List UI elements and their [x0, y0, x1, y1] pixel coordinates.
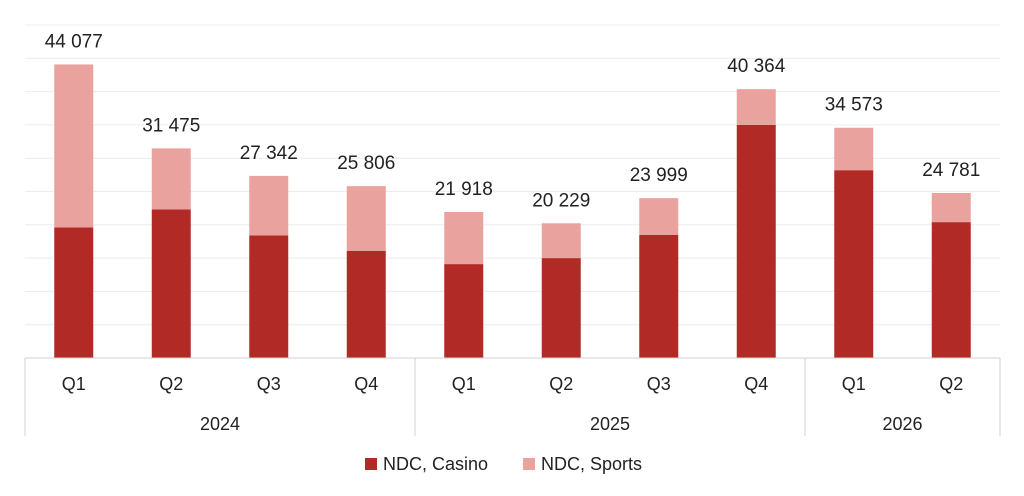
bar-sports: [834, 127, 874, 171]
bar-casino: [639, 234, 679, 358]
bar-casino: [151, 209, 191, 358]
bar-sports: [249, 175, 289, 236]
total-label: 24 781: [922, 160, 980, 181]
group-label: 2024: [200, 414, 240, 434]
tick-label: Q3: [647, 374, 671, 394]
bar-sports: [931, 192, 971, 223]
bar-sports: [736, 89, 776, 125]
total-label: 27 342: [240, 143, 298, 164]
bar-sports: [639, 198, 679, 235]
category-axis: Q1 Q2 Q3 Q4 Q1 Q2 Q3 Q4 Q1 Q2 2024 2025 2026: [24, 357, 1001, 436]
bar-sports: [54, 64, 94, 228]
bar-sports: [151, 148, 191, 210]
tick-label: Q4: [354, 374, 378, 394]
total-label: 44 077: [45, 31, 103, 52]
bar-casino: [444, 264, 484, 358]
bar-sports: [541, 223, 581, 259]
bar-casino: [736, 124, 776, 359]
total-label: 40 364: [727, 56, 786, 77]
legend-swatch-casino: [365, 458, 377, 470]
bars: [54, 64, 971, 359]
bar-casino: [834, 170, 874, 358]
bar-casino: [931, 222, 971, 358]
legend-label-sports: NDC, Sports: [541, 454, 642, 474]
tick-label: Q1: [452, 374, 476, 394]
legend: NDC, Casino NDC, Sports: [365, 454, 642, 474]
tick-label: Q2: [939, 374, 963, 394]
total-label: 31 475: [142, 115, 200, 136]
tick-label: Q4: [744, 374, 768, 394]
group-label: 2025: [590, 414, 630, 434]
tick-label: Q1: [62, 374, 86, 394]
bar-casino: [54, 227, 94, 358]
tick-label: Q2: [159, 374, 183, 394]
legend-swatch-sports: [523, 458, 535, 470]
bar-casino: [346, 250, 386, 358]
legend-label-casino: NDC, Casino: [383, 454, 488, 474]
total-label: 34 573: [825, 95, 883, 116]
tick-label: Q2: [549, 374, 573, 394]
bar-sports: [444, 212, 484, 265]
tick-label: Q1: [842, 374, 866, 394]
tick-label: Q3: [257, 374, 281, 394]
total-label: 23 999: [630, 165, 688, 186]
bar-casino: [249, 235, 289, 358]
bar-sports: [346, 186, 386, 251]
total-label: 25 806: [337, 153, 395, 174]
bar-casino: [541, 258, 581, 358]
total-label: 20 229: [532, 190, 590, 211]
total-labels: 44 077 31 475 27 342 25 806 21 918 20 229 23 9…: [45, 31, 981, 211]
group-label: 2026: [882, 414, 922, 434]
total-label: 21 918: [435, 179, 493, 200]
